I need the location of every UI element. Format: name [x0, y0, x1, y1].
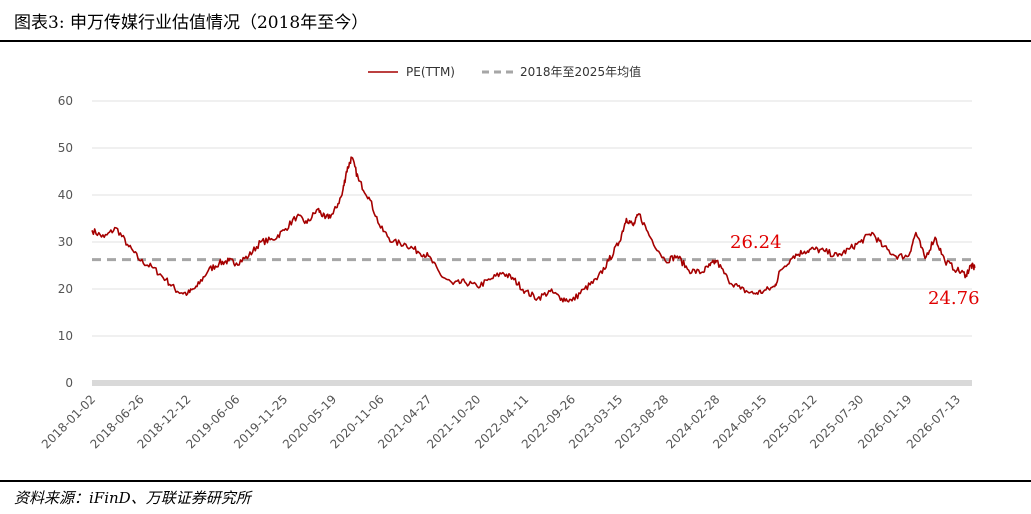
y-tick-label: 10	[58, 329, 73, 343]
x-axis-baseline	[92, 380, 972, 386]
y-axis-ticks: 0 10 20 30 40 50 60	[58, 94, 73, 390]
mean-value-label: 26.24	[730, 232, 782, 253]
footer-rule	[0, 480, 1031, 482]
title-rule	[0, 40, 1031, 42]
pe-chart: 0 10 20 30 40 50 60 2018-01-022018-06-262018-1…	[39, 64, 980, 451]
y-tick-label: 20	[58, 282, 73, 296]
y-tick-label: 60	[58, 94, 73, 108]
y-tick-label: 40	[58, 188, 73, 202]
grid-lines	[92, 100, 972, 337]
latest-value-label: 24.76	[928, 288, 980, 309]
y-tick-label: 30	[58, 235, 73, 249]
legend: PE(TTM) 2018年至2025年均值	[368, 64, 641, 79]
legend-pe-label: PE(TTM)	[406, 65, 455, 79]
source-note: 资料来源：iFinD、万联证券研究所	[14, 489, 251, 507]
x-axis-ticks: 2018-01-022018-06-262018-12-122019-06-06…	[39, 392, 963, 451]
legend-mean-label: 2018年至2025年均值	[520, 64, 641, 79]
y-tick-label: 50	[58, 141, 73, 155]
pe-series-line	[91, 156, 976, 303]
figure-title: 图表3: 申万传媒行业估值情况（2018年至今）	[14, 13, 369, 33]
y-tick-label: 0	[65, 376, 73, 390]
